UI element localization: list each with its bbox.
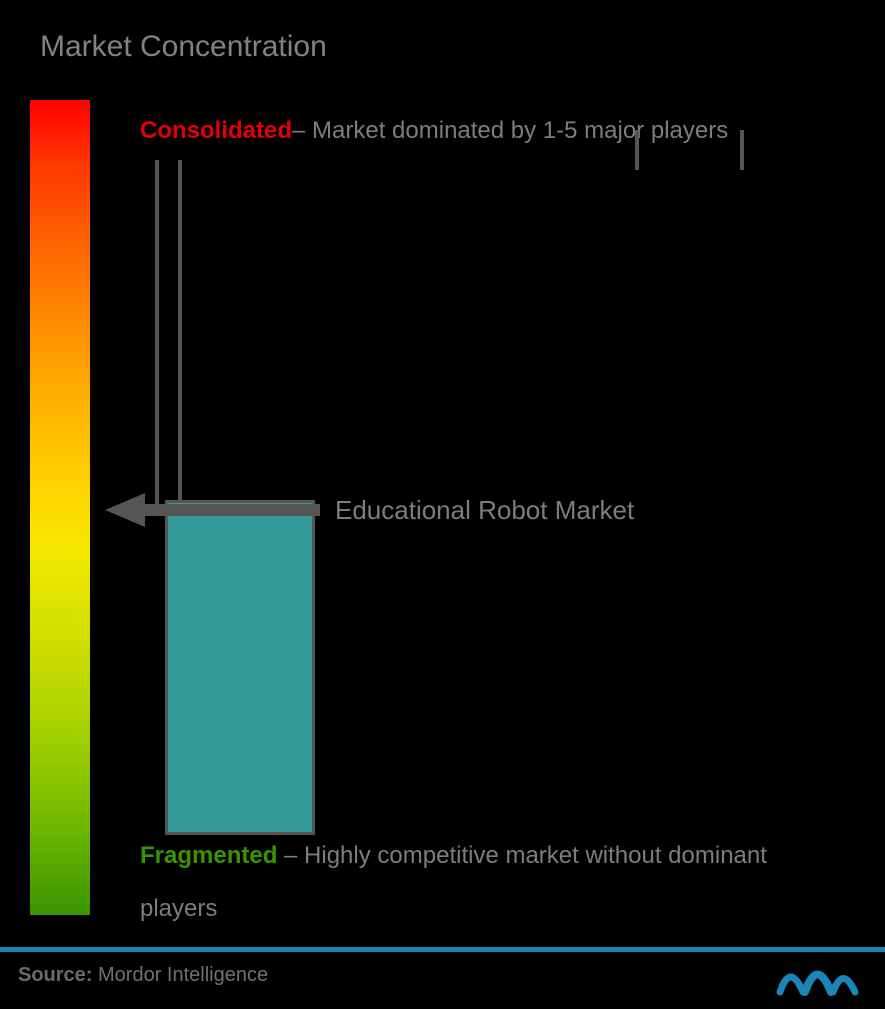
consolidated-text: – Market dominated by 1-5 major players [292,117,728,144]
market-position-box [165,500,315,835]
chart-title: Market Concentration [40,30,327,64]
indicator-line [178,160,182,505]
source-attribution: Source: Mordor Intelligence [18,964,268,987]
fragmented-label: Fragmented [140,842,277,869]
concentration-gradient-bar [30,100,90,915]
market-arrow [105,498,315,522]
market-name-label: Educational Robot Market [335,495,634,526]
arrow-head-icon [105,493,145,527]
mordor-logo-icon [775,957,860,997]
consolidated-label: Consolidated [140,117,292,144]
tick-mark [635,130,639,170]
consolidated-description: Consolidated– Market dominated by 1-5 ma… [140,105,835,158]
arrow-shaft [140,504,320,516]
source-label: Source: [18,964,92,986]
footer-divider [0,947,885,952]
tick-mark [740,130,744,170]
fragmented-description: Fragmented – Highly competitive market w… [140,830,835,936]
source-text: Mordor Intelligence [92,964,268,986]
indicator-line [155,160,159,505]
